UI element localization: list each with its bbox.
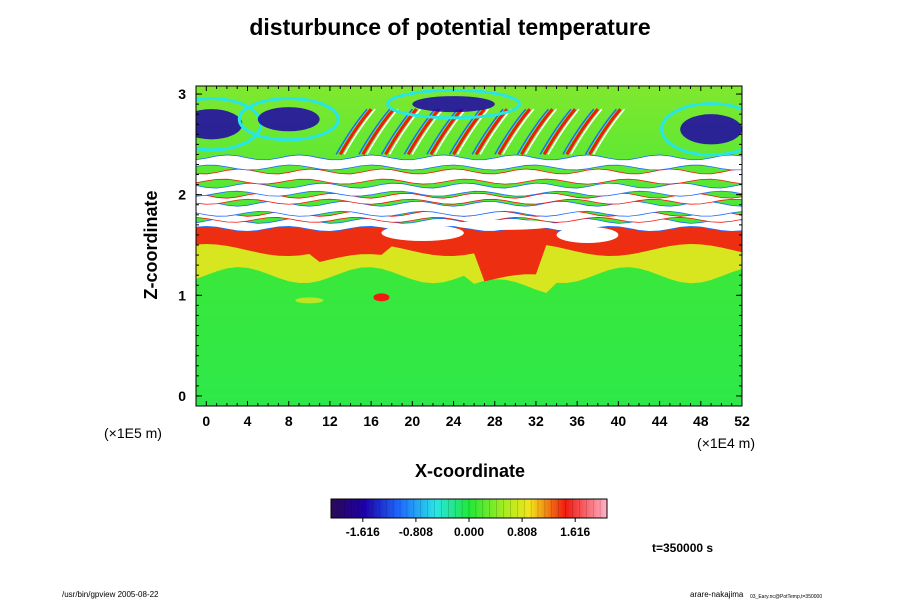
wave-crest-core	[343, 108, 376, 155]
x-tick-label: 52	[734, 413, 750, 429]
colorbar: -1.616 -0.808 0.000 0.808 1.616	[330, 498, 608, 539]
x-tick-label: 4	[244, 413, 252, 429]
wave-crest-core	[524, 108, 558, 155]
footer-right: arare-nakajima	[690, 590, 744, 599]
wave-crest	[338, 108, 373, 156]
y-axis-unit: (×1E5 m)	[104, 425, 162, 441]
negative-patch	[680, 114, 742, 145]
footer-right-sub: 03_Eary.nc@PotTemp,t=350000	[750, 594, 822, 600]
wave-crest-core	[434, 108, 467, 155]
wave-crest	[542, 108, 577, 156]
colorbar-tick-label: 0.000	[454, 525, 484, 539]
wave-crest	[406, 108, 441, 156]
x-tick-label: 32	[528, 413, 544, 429]
x-tick-label: 20	[405, 413, 421, 429]
saturated-layer	[196, 154, 742, 171]
x-axis-title: X-coordinate	[415, 461, 525, 481]
x-axis-unit: (×1E4 m)	[697, 435, 755, 451]
y-axis-ticks: 0 1 2 3	[178, 86, 742, 404]
x-tick-label: 40	[611, 413, 627, 429]
wave-crest	[361, 108, 395, 156]
negative-patch	[196, 109, 243, 140]
y-tick-label: 3	[178, 86, 186, 102]
time-label: t=350000 s	[652, 541, 713, 555]
saturated-blob	[381, 224, 464, 241]
wave-crest	[520, 108, 554, 156]
heatmap-field	[196, 86, 742, 406]
colorbar-tick-label: -0.808	[399, 525, 433, 539]
wave-crest	[588, 108, 622, 156]
wave-crest-core	[570, 108, 603, 155]
wave-crest-core	[366, 108, 399, 155]
wave-trough	[380, 108, 414, 155]
wave-trough	[403, 108, 436, 155]
wave-crest	[565, 108, 599, 156]
positive-patch-faint	[295, 297, 324, 304]
y-axis-title: Z-coordinate	[141, 190, 161, 299]
wave-trough	[335, 108, 368, 155]
saturated-layer	[196, 200, 742, 217]
colorbar-ticks: -1.616 -0.808 0.000 0.808 1.616	[330, 499, 608, 539]
wave-crest	[429, 108, 463, 156]
wave-trough	[494, 108, 527, 155]
negative-patch	[412, 96, 495, 113]
wave-trough	[516, 108, 550, 155]
saturated-layer	[196, 182, 742, 197]
x-tick-label: 24	[446, 413, 462, 429]
wave-crest-core	[547, 108, 580, 155]
y-tick-label: 1	[178, 287, 186, 303]
wave-trough	[584, 108, 618, 155]
x-tick-label: 16	[363, 413, 379, 429]
wave-crest-core	[411, 108, 444, 155]
x-tick-label: 28	[487, 413, 503, 429]
plot-frame	[195, 85, 743, 407]
positive-patch	[373, 293, 390, 302]
x-tick-label: 48	[693, 413, 709, 429]
y-tick-label: 0	[178, 388, 186, 404]
x-tick-label: 44	[652, 413, 668, 429]
wave-trough	[539, 108, 572, 155]
chart-title: disturbunce of potential temperature	[249, 14, 651, 40]
x-tick-label: 36	[569, 413, 585, 429]
negative-patch-halo	[237, 97, 340, 142]
x-tick-label: 12	[322, 413, 338, 429]
wave-crest-core	[502, 108, 535, 155]
wave-trough	[426, 108, 459, 155]
wave-crest-core	[456, 108, 490, 155]
colorbar-tick-label: 1.616	[560, 525, 590, 539]
saturated-blob	[556, 226, 619, 243]
field-layers	[196, 88, 742, 304]
y-tick-label: 2	[178, 187, 186, 203]
wave-trough	[448, 108, 482, 155]
saturated-layer	[196, 168, 742, 185]
wave-crest	[497, 108, 531, 156]
x-axis-ticks: 0 4 8 12 16 20 24 28 32 36 40 44 48 52	[202, 86, 750, 429]
wave-crest-core	[592, 108, 626, 155]
footer-left: /usr/bin/gpview 2005-08-22	[62, 590, 159, 599]
wave-crest-core	[388, 108, 422, 155]
wave-trough	[358, 108, 391, 155]
x-tick-label: 0	[202, 413, 210, 429]
negative-patch	[257, 107, 320, 132]
negative-patch-halo	[660, 102, 742, 157]
x-tick-label: 8	[285, 413, 293, 429]
wave-crest	[452, 108, 486, 156]
colorbar-tick-label: 0.808	[507, 525, 537, 539]
wave-trough	[562, 108, 595, 155]
colorbar-tick-label: -1.616	[346, 525, 380, 539]
saturated-blob	[453, 219, 557, 230]
wave-crest	[384, 108, 418, 156]
